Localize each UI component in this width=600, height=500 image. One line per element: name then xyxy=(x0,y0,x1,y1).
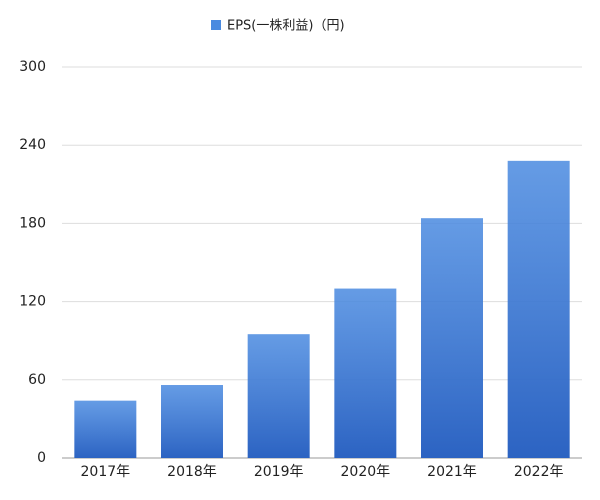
bar xyxy=(74,400,137,458)
y-tick-label: 120 xyxy=(19,294,46,310)
y-tick-label: 0 xyxy=(37,450,46,466)
y-tick-label: 60 xyxy=(28,372,46,388)
y-tick-label: 180 xyxy=(19,215,46,231)
x-tick-label: 2022年 xyxy=(514,464,564,480)
bar xyxy=(161,385,223,458)
bar xyxy=(247,334,310,458)
x-tick-label: 2019年 xyxy=(254,464,304,480)
x-tick-label: 2017年 xyxy=(81,464,131,480)
x-tick-label: 2018年 xyxy=(167,464,217,480)
y-tick-label: 240 xyxy=(19,137,46,153)
bar xyxy=(421,218,483,458)
x-tick-label: 2021年 xyxy=(427,464,477,480)
legend-label: EPS(一株利益)（円) xyxy=(227,19,345,34)
bar xyxy=(334,288,397,458)
x-tick-label: 2020年 xyxy=(341,464,391,480)
legend-swatch xyxy=(211,20,221,30)
y-tick-label: 300 xyxy=(19,59,46,75)
bar xyxy=(507,160,570,458)
